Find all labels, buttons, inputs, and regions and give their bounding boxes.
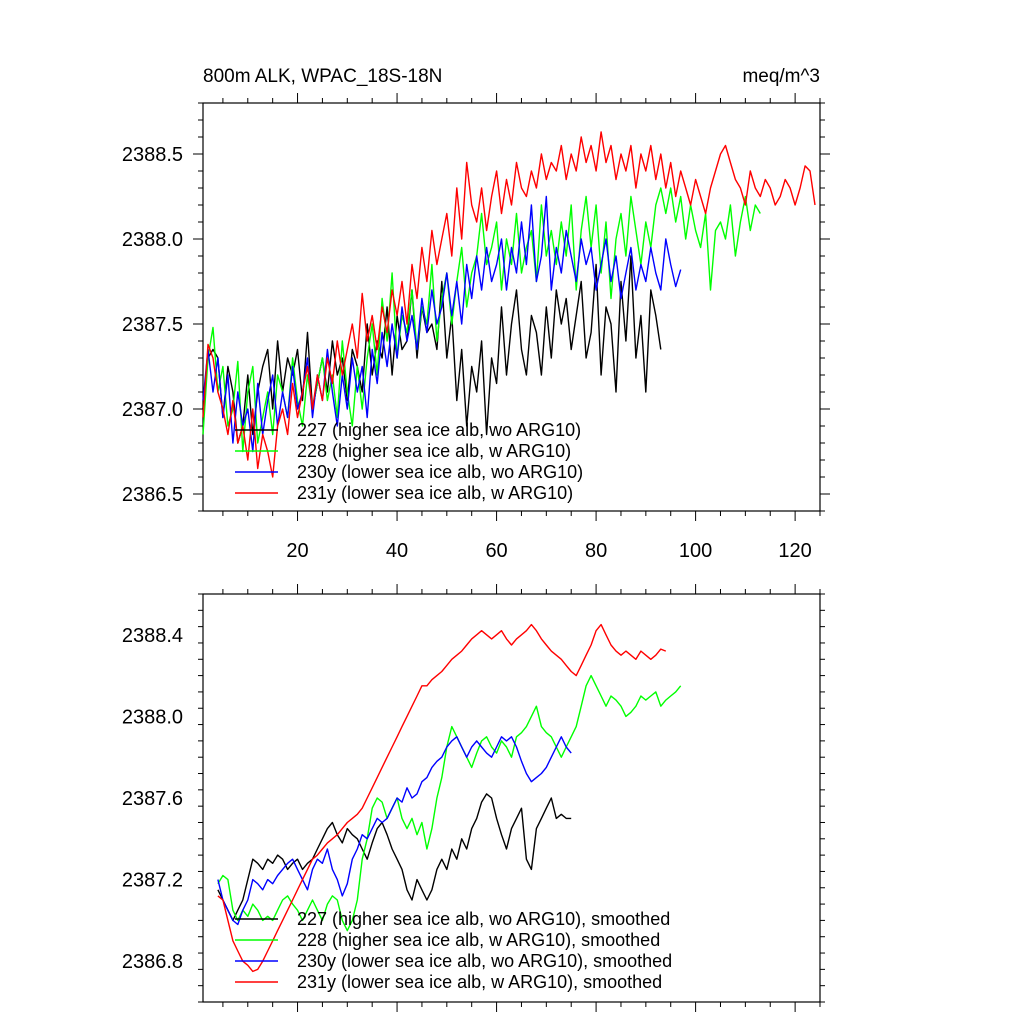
panel-smoothed: 2386.8 2387.2 2387.6 2388.0 2388.4 227 (highe… — [122, 584, 825, 1012]
series-line-227 — [217, 793, 572, 922]
y-tick-label: 2387.0 — [122, 399, 183, 421]
x-tick-label: 120 — [778, 540, 811, 562]
legend-label-227: 227 (higher sea ice alb, wo ARG10), smoo… — [297, 909, 670, 929]
plot-frame — [202, 593, 821, 1003]
x-tick-label: 80 — [585, 540, 607, 562]
panel-raw: 20 40 60 80 100 120 2386.5 2387.0 2387.5 2388.0 23… — [122, 93, 830, 562]
series-line-228 — [217, 674, 682, 932]
x-tick-label: 60 — [485, 540, 507, 562]
legend-label-228: 228 (higher sea ice alb, w ARG10) — [297, 441, 571, 461]
legend-label-231y: 231y (lower sea ice alb, w ARG10) — [297, 483, 573, 503]
y-tick-label: 2388.0 — [122, 229, 183, 251]
legend-label-230y: 230y (lower sea ice alb, wo ARG10), smoo… — [297, 951, 672, 971]
series-line-231y — [202, 131, 816, 478]
series-line-228 — [202, 187, 761, 453]
series-line-231y — [217, 623, 667, 973]
x-tick-label: 100 — [679, 540, 712, 562]
legend-label-231y: 231y (lower sea ice alb, w ARG10), smoot… — [297, 972, 662, 992]
y-tick-label: 2387.6 — [122, 788, 183, 810]
legend-label-228: 228 (higher sea ice alb, w ARG10), smoot… — [297, 930, 660, 950]
legend-label-230y: 230y (lower sea ice alb, wo ARG10) — [297, 462, 583, 482]
y-tick-label: 2386.8 — [122, 951, 183, 973]
series-line-230y — [202, 195, 682, 453]
y-tick-label: 2386.5 — [122, 484, 183, 506]
units-label: meq/m^3 — [742, 66, 820, 87]
x-tick-label: 20 — [286, 540, 308, 562]
y-tick-label: 2387.5 — [122, 314, 183, 336]
x-tick-label: 40 — [386, 540, 408, 562]
series-line-230y — [217, 736, 572, 926]
legend-label-227: 227 (higher sea ice alb, wo ARG10) — [297, 420, 581, 440]
y-tick-label: 2388.0 — [122, 706, 183, 728]
series-line-227 — [202, 255, 662, 444]
y-tick-label: 2388.5 — [122, 144, 183, 166]
y-tick-label: 2387.2 — [122, 870, 183, 892]
y-tick-label: 2388.4 — [122, 625, 183, 647]
panel-title: 800m ALK, WPAC_18S-18N — [203, 66, 442, 87]
